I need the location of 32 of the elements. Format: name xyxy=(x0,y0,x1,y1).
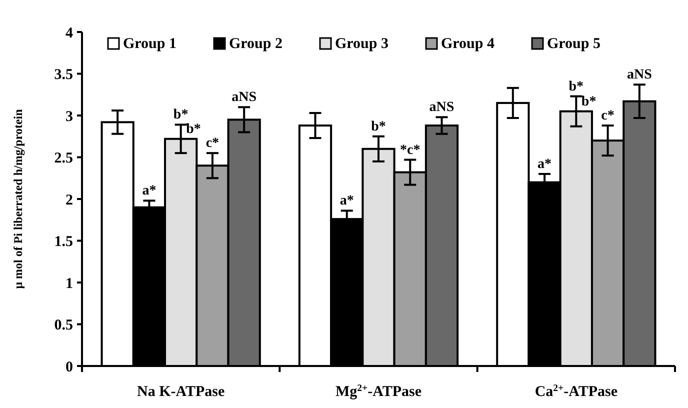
x-tick-label: Mg$^{2+}$-ATPase xyxy=(336,382,422,400)
legend-label: Group 4 xyxy=(441,36,495,52)
y-tick-label: 4 xyxy=(66,25,74,42)
legend-label: Group 1 xyxy=(123,36,176,52)
annotation: b* xyxy=(173,108,188,123)
annotation: b* xyxy=(371,119,386,134)
legend-label: Group 5 xyxy=(547,36,600,52)
annotation: b* xyxy=(581,94,596,110)
x-tick-label: Na K-ATPase xyxy=(137,384,225,400)
y-tick-label: 3.5 xyxy=(54,67,73,83)
y-tick-label: 1.5 xyxy=(54,234,73,250)
annotation: aNS xyxy=(232,90,257,106)
annotation: c* xyxy=(206,136,220,152)
y-tick-label: 0 xyxy=(66,359,73,376)
annotation: aNS xyxy=(429,100,454,116)
x-tick-label: Ca$^{2+}$-ATPase xyxy=(534,382,618,400)
annotation: a* xyxy=(142,184,156,199)
y-tick-label: 2 xyxy=(66,192,73,208)
annotation: b* xyxy=(186,122,201,138)
y-tick-label: 0.5 xyxy=(54,318,73,334)
y-axis-title: μ mol of Pi liberrated h/mg/protein xyxy=(11,108,25,289)
annotation: a* xyxy=(538,156,552,172)
y-tick-label: 1 xyxy=(66,276,73,292)
annotation: b* xyxy=(568,79,584,94)
y-tick-label: 3 xyxy=(66,108,73,125)
y-tick-label: 2.5 xyxy=(54,150,73,166)
annotation: c* xyxy=(601,108,614,124)
annotation: *c* xyxy=(400,142,420,158)
annotation: aNS xyxy=(626,68,652,83)
legend-label: Group 3 xyxy=(335,36,388,52)
annotation: a* xyxy=(340,194,354,209)
legend-label: Group 2 xyxy=(229,36,282,52)
